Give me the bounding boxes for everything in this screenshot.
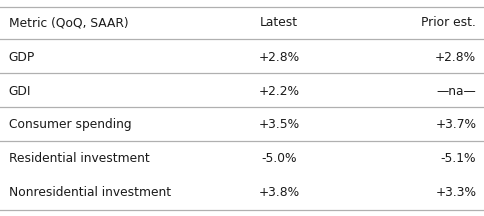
Text: -5.1%: -5.1% — [440, 152, 475, 165]
Text: +3.5%: +3.5% — [258, 118, 299, 131]
Text: GDI: GDI — [9, 85, 31, 98]
Text: +2.8%: +2.8% — [258, 51, 299, 64]
Text: Nonresidential investment: Nonresidential investment — [9, 186, 170, 199]
Text: Metric (QoQ, SAAR): Metric (QoQ, SAAR) — [9, 16, 128, 29]
Text: GDP: GDP — [9, 51, 35, 64]
Text: Prior est.: Prior est. — [421, 16, 475, 29]
Text: +3.7%: +3.7% — [434, 118, 475, 131]
Text: +2.2%: +2.2% — [258, 85, 299, 98]
Text: —na—: —na— — [436, 85, 475, 98]
Text: Consumer spending: Consumer spending — [9, 118, 131, 131]
Text: +3.3%: +3.3% — [434, 186, 475, 199]
Text: Latest: Latest — [259, 16, 297, 29]
Text: +3.8%: +3.8% — [258, 186, 299, 199]
Text: Residential investment: Residential investment — [9, 152, 149, 165]
Text: +2.8%: +2.8% — [434, 51, 475, 64]
Text: -5.0%: -5.0% — [260, 152, 296, 165]
